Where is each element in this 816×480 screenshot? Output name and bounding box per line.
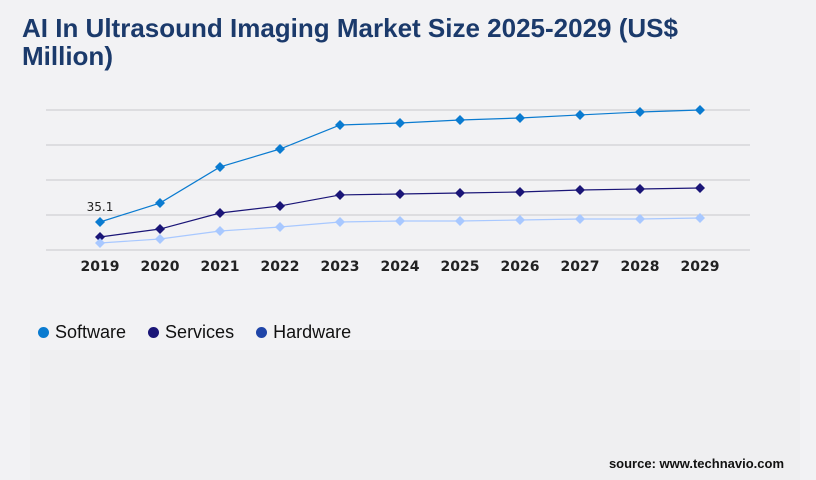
- legend-item-hardware: Hardware: [256, 322, 351, 343]
- data-point-software: [95, 217, 105, 227]
- data-point-services: [515, 187, 525, 198]
- x-tick-label: 2026: [501, 259, 540, 275]
- x-tick-label: 2021: [201, 259, 240, 275]
- data-point-hardware: [575, 213, 585, 224]
- data-point-hardware: [275, 222, 285, 233]
- line-chart: 2019 2020 2021 2022 2023 2024 2025 2026 2027 2028…: [46, 105, 750, 275]
- x-tick-label: 2028: [621, 259, 660, 275]
- x-tick-label: 2022: [261, 259, 300, 275]
- data-point-hardware: [395, 215, 405, 226]
- data-point-software: [275, 144, 285, 155]
- legend-label: Services: [165, 322, 235, 342]
- legend-label: Software: [55, 322, 127, 342]
- x-tick-label: 2029: [681, 259, 720, 275]
- data-label: 35.1: [87, 200, 114, 214]
- x-tick-label: 2024: [381, 259, 420, 275]
- data-point-hardware: [635, 213, 645, 224]
- data-point-services: [275, 200, 285, 211]
- x-tick-label: 2023: [321, 259, 360, 275]
- legend-item-services: Services: [148, 322, 234, 343]
- x-tick-label: 2027: [561, 259, 600, 275]
- data-point-software: [335, 119, 345, 130]
- legend-item-software: Software: [38, 322, 126, 343]
- data-point-services: [155, 224, 165, 235]
- data-point-software: [515, 112, 525, 123]
- legend: Software Services Hardware: [38, 322, 351, 343]
- data-point-hardware: [155, 233, 165, 244]
- x-tick-label: 2020: [141, 259, 180, 275]
- chart-title: AI In Ultrasound Imaging Market Size 202…: [22, 13, 678, 71]
- data-point-software: [695, 105, 705, 115]
- data-point-services: [575, 185, 585, 196]
- data-point-services: [635, 183, 645, 194]
- footer-panel: [30, 350, 800, 480]
- data-point-hardware: [95, 237, 105, 248]
- data-point-services: [395, 189, 405, 199]
- source-text: source: www.technavio.com: [608, 456, 784, 471]
- data-point-hardware: [695, 213, 705, 224]
- x-tick-label: 2025: [441, 259, 480, 275]
- data-point-software: [635, 106, 645, 117]
- data-point-software: [155, 198, 165, 209]
- legend-marker-icon: [148, 327, 160, 338]
- data-point-software: [215, 161, 225, 172]
- data-point-services: [455, 187, 465, 198]
- legend-label: Hardware: [273, 322, 352, 342]
- data-point-software: [455, 114, 465, 125]
- data-point-hardware: [335, 217, 345, 227]
- data-point-hardware: [455, 215, 465, 226]
- data-point-software: [395, 118, 405, 129]
- data-point-services: [335, 189, 345, 200]
- data-point-hardware: [515, 215, 525, 226]
- x-tick-label: 2019: [81, 259, 120, 275]
- legend-marker-icon: [38, 327, 49, 338]
- data-point-hardware: [215, 226, 225, 237]
- data-point-services: [215, 207, 225, 218]
- data-point-software: [575, 109, 585, 120]
- legend-marker-icon: [256, 327, 268, 338]
- data-point-services: [695, 183, 705, 194]
- data-point-services: [95, 231, 105, 242]
